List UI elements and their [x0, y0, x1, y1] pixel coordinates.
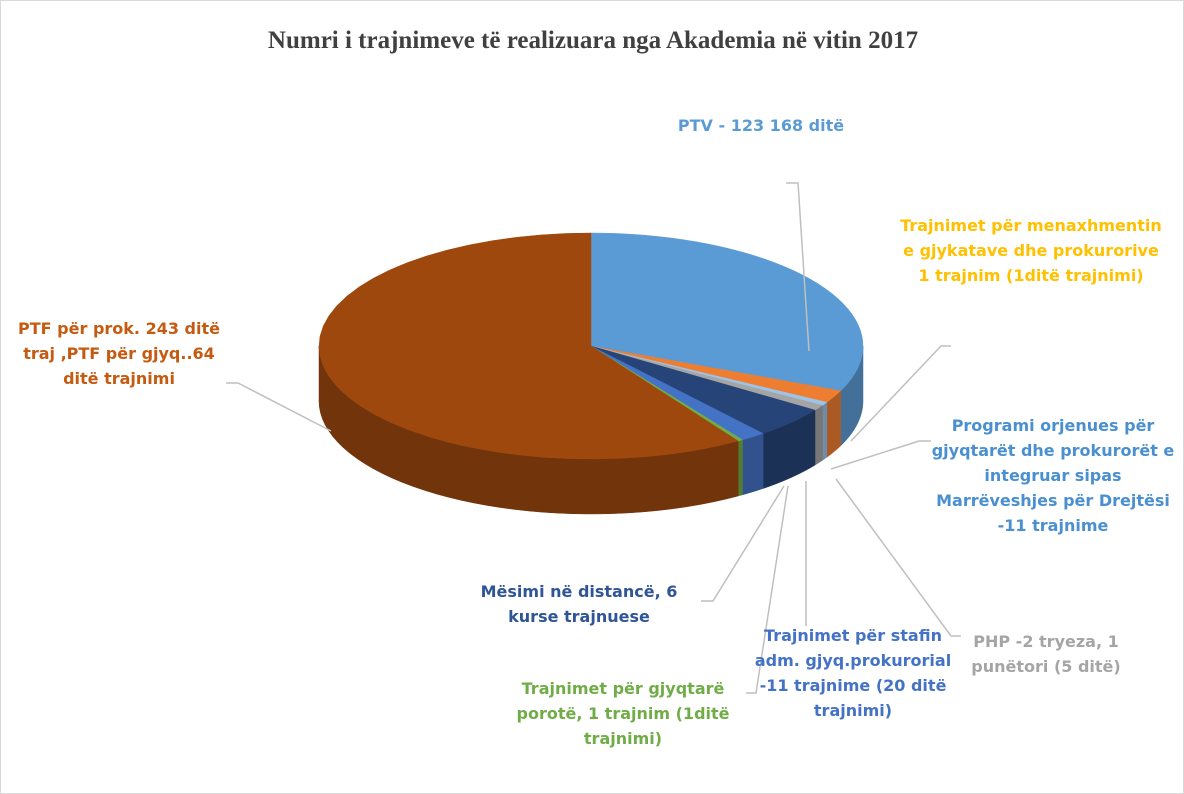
- leader-line: [746, 485, 789, 694]
- slice-label: Programi orjenues për gjyqtarët dhe prok…: [931, 416, 1175, 535]
- pie-slice-side: [742, 433, 764, 496]
- slice-label: Mësimi në distancë, 6 kurse trajnuese: [480, 582, 678, 626]
- pie-slice: [590, 232, 864, 392]
- pie: [318, 232, 864, 515]
- pie-slice: [590, 345, 842, 403]
- leader-line: [835, 478, 961, 637]
- leader-line: [850, 345, 951, 442]
- leader-lines: [226, 182, 961, 694]
- slice-label: PTF për prok. 243 ditë traj ,PTF për gjy…: [18, 319, 220, 388]
- pie-slice: [590, 345, 828, 406]
- pie-slice-side: [822, 401, 828, 461]
- pie-slice: [318, 232, 739, 460]
- slice-label: Trajnimet për stafin adm. gjyq.prokurori…: [754, 626, 952, 720]
- slice-label: PTV - 123 168 ditë: [677, 116, 845, 135]
- pie-slice: [590, 345, 764, 441]
- pie-slice: [590, 345, 824, 411]
- pie-slice-side: [814, 404, 823, 466]
- slice-label: Trajnimet për gjyqtarë porotë, 1 trajnim…: [516, 679, 730, 748]
- leader-line: [701, 485, 785, 602]
- pie-slice: [590, 345, 744, 442]
- chart-title: Numri i trajnimeve të realizuara nga Aka…: [267, 27, 919, 54]
- leader-line: [830, 440, 931, 470]
- pie-slice-side: [737, 439, 743, 497]
- pie-slice: [590, 345, 816, 434]
- leader-line: [786, 182, 810, 352]
- slice-label: Trajnimet për menaxhmentin e gjykatave d…: [900, 216, 1162, 285]
- leader-line: [226, 382, 332, 432]
- slice-label: PHP -2 tryeza, 1 punëtori (5 ditë): [971, 632, 1121, 676]
